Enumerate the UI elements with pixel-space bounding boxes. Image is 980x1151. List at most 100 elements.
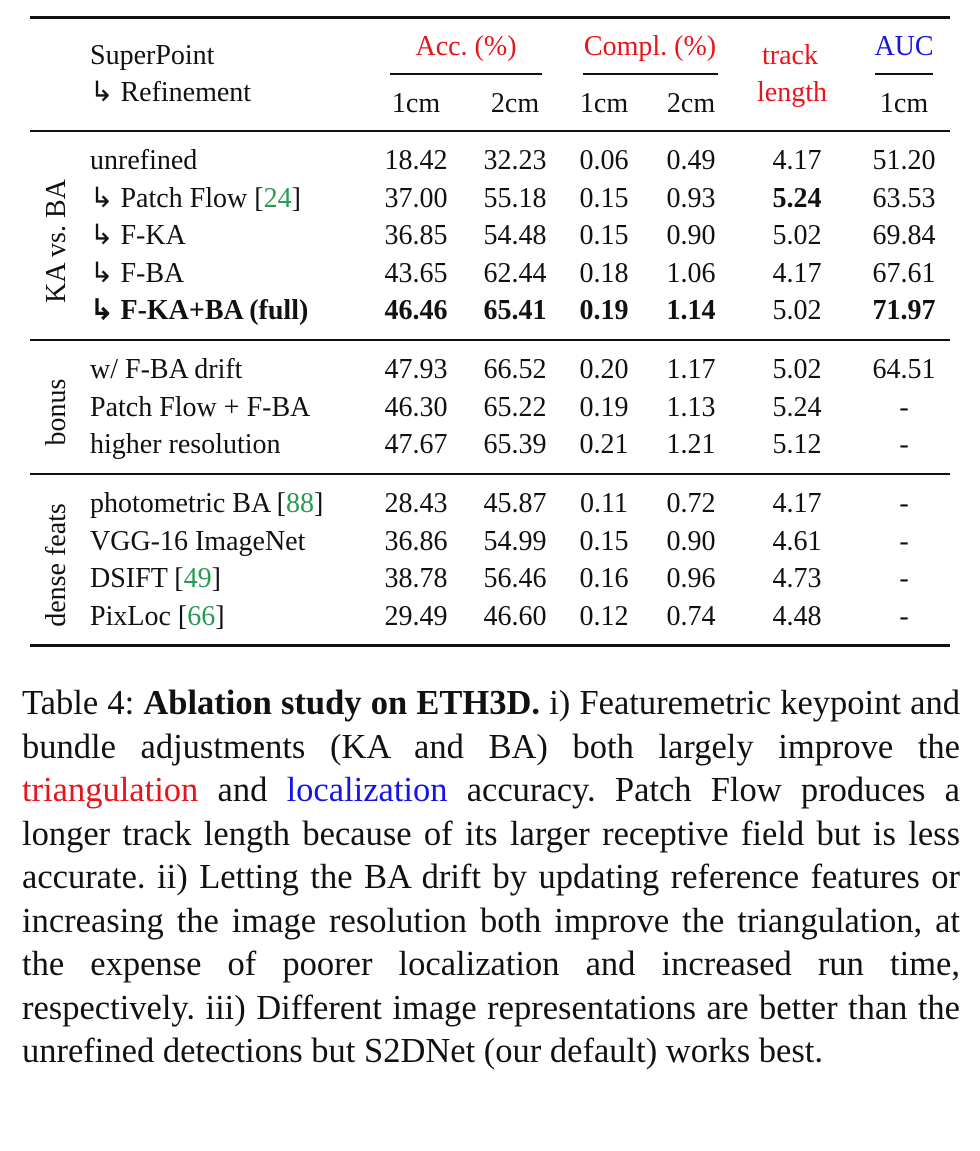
header-method: SuperPoint [90,40,215,71]
sub-acc-2cm: 2cm [490,88,540,119]
caption-localization: localization [286,771,448,809]
table-cell: 36.85 [384,220,448,251]
citation-link[interactable]: 24 [263,182,292,214]
row-label: PixLoc [66] [90,601,225,633]
group-rule [30,339,950,341]
sub-auc-1cm: 1cm [879,88,929,119]
table-cell: 1.14 [666,295,716,326]
header-refinement: ↳ Refinement [90,77,252,108]
table-cell: 54.99 [483,525,547,557]
table-cell: 65.41 [483,295,547,326]
table-cell: 0.19 [579,391,629,423]
table-cell: 0.90 [666,220,716,251]
citation-link[interactable]: 66 [187,600,216,632]
row-label: DSIFT [49] [90,563,221,595]
citation-bracket: [ [174,563,184,594]
table-cell: 65.22 [483,391,547,423]
table-cell: 0.96 [666,563,716,594]
table-cell: 0.12 [579,600,629,632]
table-cell: 0.11 [580,488,628,519]
row-label: higher resolution [90,429,281,461]
citation-bracket: [ [177,600,188,632]
caption-prefix: Table 4: [22,684,144,722]
caption-triangulation: triangulation [22,771,199,809]
table-cell: 55.18 [483,182,547,214]
table-cell: - [899,525,909,557]
row-label: ↳ F-BA [90,258,184,290]
row-label-text: ↳ F-KA+BA (full) [90,295,309,326]
table-cell: 5.02 [772,220,822,251]
table-cell: 5.24 [772,391,822,423]
table-cell: 0.15 [579,220,629,251]
compl-cmidrule [583,73,718,75]
header-auc: AUC [874,31,934,62]
sub-acc-1cm: 1cm [391,88,441,119]
table-cell: 1.17 [666,354,716,385]
citation-link[interactable]: 49 [183,563,212,594]
row-label-text: PixLoc [90,600,178,632]
row-label: ↳ F-KA+BA (full) [90,295,308,327]
table-cell: 1.13 [666,391,716,423]
table-cell: 0.18 [579,257,629,289]
table-cell: 0.49 [666,145,716,176]
table-cell: 18.42 [384,145,448,176]
citation-bracket: ] [291,182,301,214]
caption-text: and [198,771,287,809]
auc-cmidrule [875,73,933,75]
table-cell: 28.43 [384,488,448,519]
table-cell: 46.46 [384,295,448,326]
table-cell: 0.15 [579,182,629,214]
bottom-rule [30,644,950,647]
table-cell: 46.60 [483,600,547,632]
table-cell: 4.61 [772,525,822,557]
header-acc: Acc. (%) [415,31,517,62]
table-cell: 62.44 [483,257,547,289]
table-cell: 1.21 [666,429,716,460]
table-cell: 66.52 [483,354,547,385]
citation-bracket: ] [211,563,221,594]
table-cell: 37.00 [384,182,448,214]
table-cell: 0.90 [666,525,716,557]
citation-link[interactable]: 88 [285,488,314,519]
row-label-text: ↳ Patch Flow [90,182,255,214]
table-cell: 0.74 [666,600,716,632]
row-label: ↳ F-KA [90,220,186,252]
table-cell: 5.02 [772,295,822,326]
citation-bracket: [ [276,488,286,519]
table-cell: 0.21 [579,429,629,460]
table-cell: - [899,600,909,632]
caption-text: accuracy. Patch Flow produces a longer t… [22,771,960,1070]
table-cell: 0.93 [666,182,716,214]
table-cell: 47.93 [384,354,448,385]
row-label-text: higher resolution [90,429,281,460]
table-cell: 5.02 [772,354,822,385]
row-label-text: unrefined [90,145,198,176]
table-caption: Table 4: Ablation study on ETH3D. i) Fea… [22,682,960,1074]
group-label: dense feats [41,503,72,627]
table-cell: 36.86 [384,525,448,557]
row-label-text: VGG-16 ImageNet [90,525,306,557]
table-cell: 63.53 [872,182,936,214]
header-length: length [757,77,827,108]
table-cell: 0.16 [579,563,629,594]
header-compl: Compl. (%) [583,31,717,62]
table-cell: 45.87 [483,488,547,519]
citation-bracket: ] [215,600,225,632]
table-cell: - [899,563,909,594]
table-cell: 71.97 [872,295,936,326]
table-cell: 43.65 [384,257,448,289]
table-cell: 4.17 [772,145,822,176]
table-cell: 5.12 [772,429,822,460]
table-cell: 0.06 [579,145,629,176]
row-label: VGG-16 ImageNet [90,526,305,558]
row-label-text: ↳ F-KA [90,220,186,251]
citation-bracket: ] [313,488,324,519]
table-cell: 4.17 [772,257,822,289]
table-cell: 0.20 [579,354,629,385]
row-label-text: DSIFT [90,563,175,594]
table-cell: 0.19 [579,295,629,326]
caption-text: i) Featuremetric key­point and bundle ad… [22,684,960,766]
row-label: photometric BA [88] [90,488,323,520]
top-rule [30,16,950,19]
